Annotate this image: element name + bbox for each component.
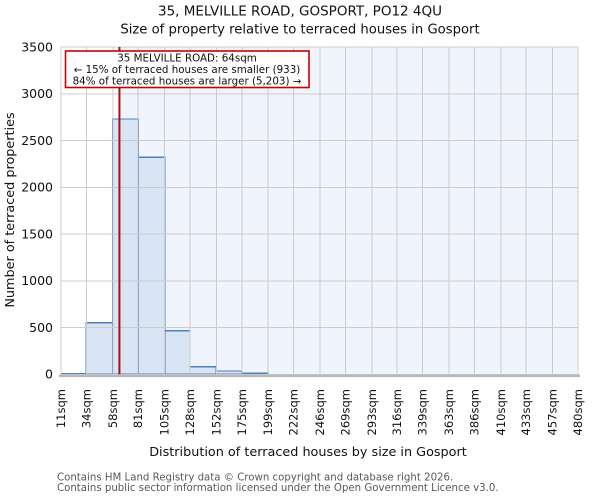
y-tick-label: 1500 <box>21 226 53 241</box>
x-axis-label: Distribution of terraced houses by size … <box>149 445 467 460</box>
footer-attribution-line-1: Contains HM Land Registry data © Crown c… <box>57 473 453 484</box>
x-tick-label: 34sqm <box>79 389 93 428</box>
y-axis-label: Number of terraced properties <box>3 112 18 308</box>
larger-properties-highlight <box>119 47 578 375</box>
y-tick-label: 2500 <box>21 133 53 148</box>
bar-34-58sqm <box>85 322 114 376</box>
y-tick-label: 3500 <box>21 39 53 54</box>
x-tick-label: 152sqm <box>209 389 223 435</box>
annotation-smaller-stat: ← 15% of terraced houses are smaller (93… <box>74 64 301 76</box>
x-tick-label: 246sqm <box>313 389 327 435</box>
y-tick-label: 2000 <box>21 180 53 195</box>
x-tick-label: 58sqm <box>106 389 120 428</box>
x-tick-label: 316sqm <box>390 389 404 435</box>
x-tick-label: 11sqm <box>54 389 68 428</box>
larger-properties-highlight-layer <box>119 47 578 375</box>
annotation-larger-stat: 84% of terraced houses are larger (5,203… <box>73 76 302 88</box>
x-tick-label: 128sqm <box>183 389 197 435</box>
x-tick-label: 457sqm <box>546 389 560 435</box>
annotation-title: 35 MELVILLE ROAD: 64sqm <box>117 53 257 65</box>
y-tick-label: 0 <box>45 367 53 382</box>
footer-attribution-line-2: Contains public sector information licen… <box>57 483 499 494</box>
bar-58-81sqm <box>112 118 139 376</box>
chart-subtitle: Size of property relative to terraced ho… <box>120 23 479 38</box>
y-tick-label: 1000 <box>21 273 53 288</box>
y-tick-labels: 0 500 1000 1500 2000 2500 3000 3500 <box>21 39 53 381</box>
x-tick-label: 175sqm <box>235 389 249 435</box>
y-tick-label: 500 <box>29 320 53 335</box>
x-tick-label: 339sqm <box>416 389 430 435</box>
gridline-layer <box>60 46 579 375</box>
annotation-box: 35 MELVILLE ROAD: 64sqm ← 15% of terrace… <box>64 50 310 89</box>
x-tick-label: 199sqm <box>261 389 275 435</box>
x-tick-label: 222sqm <box>287 389 301 435</box>
x-tick-label: 410sqm <box>494 389 508 435</box>
x-tick-label: 105sqm <box>158 389 172 435</box>
x-tick-label: 386sqm <box>467 389 481 435</box>
bar-81-105sqm <box>137 156 166 376</box>
x-tick-label: 293sqm <box>365 389 379 435</box>
x-tick-label: 480sqm <box>571 389 585 435</box>
x-tick-label: 363sqm <box>442 389 456 435</box>
x-tick-labels: 11sqm 34sqm 58sqm 81sqm 105sqm 128sqm 152sqm 17… <box>54 389 585 435</box>
bar-128-152sqm <box>189 366 218 375</box>
x-tick-label: 269sqm <box>338 389 352 435</box>
annotation-border <box>64 50 310 89</box>
x-tick-label: 433sqm <box>519 389 533 435</box>
chart-title: 35, MELVILLE ROAD, GOSPORT, PO12 4QU <box>158 4 442 20</box>
x-tick-label: 81sqm <box>131 389 145 428</box>
y-tick-label: 3000 <box>21 86 53 101</box>
bar-105-128sqm <box>163 330 191 375</box>
